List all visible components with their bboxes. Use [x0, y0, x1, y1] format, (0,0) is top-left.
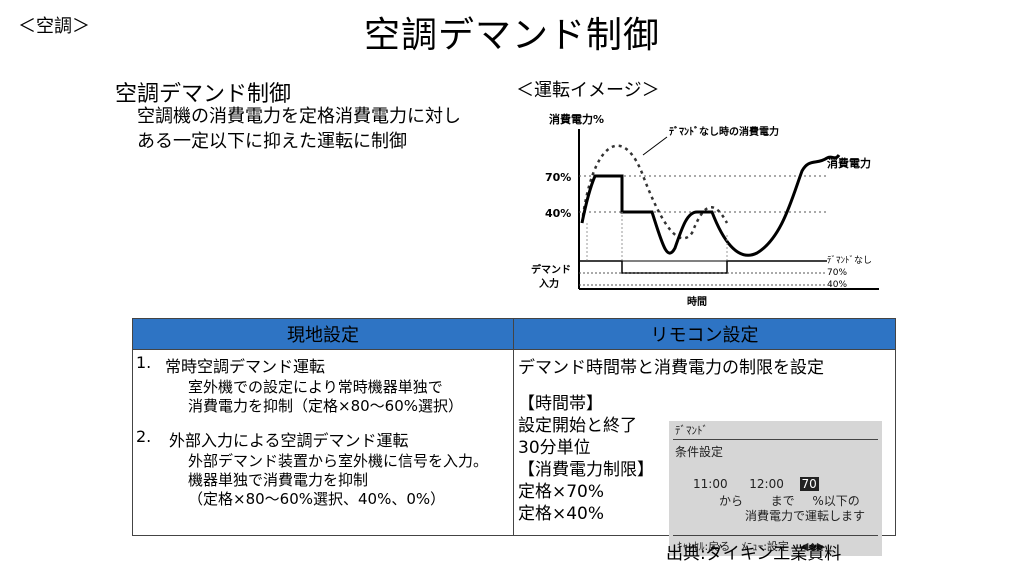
remote-limit-value: 70	[799, 477, 819, 491]
remote-line: 設定開始と終了	[518, 416, 637, 436]
remote-from-label: から	[719, 494, 744, 508]
remote-controller-screen: ﾃﾞﾏﾝﾄﾞ 条件設定 11:00 12:00 70 から まで %以下の	[669, 421, 882, 556]
settings-table: 現地設定 リモコン設定 1. 常時空調デマンド運転 室外機での設定により常時機器…	[132, 318, 896, 556]
graph-no-demand-curve	[580, 144, 729, 240]
section-description: 空調機の消費電力を定格消費電力に対し ある一定以下に抑えた運転に制御	[137, 104, 461, 154]
operation-image-label: ＜運転イメージ＞	[516, 80, 660, 101]
source-credit: 出典:ダイキン工業資料	[666, 544, 842, 564]
remote-heading: デマンド時間帯と消費電力の制限を設定	[518, 358, 824, 378]
item-text: 機器単独で消費電力を抑制	[188, 471, 369, 489]
col-header-site-setting: 現地設定	[132, 318, 514, 350]
remote-screen-footer: ｷｬﾝｾﾙ:戻る ﾒﾆｭｰ:設定 ◀◆▶	[677, 540, 826, 553]
site-setting-cell: 1. 常時空調デマンド運転 室外機での設定により常時機器単独で 消費電力を抑制（…	[132, 349, 514, 536]
item-text: 室外機での設定により常時機器単独で	[188, 378, 443, 396]
item-number: 1.	[136, 353, 152, 372]
graph-x-label: 時間	[687, 295, 707, 308]
item-text: （定格×80〜60%選択、40%、0%）	[188, 490, 446, 508]
graph-demand-signal	[579, 260, 827, 274]
graph-tick-40: 40%	[545, 207, 571, 220]
graph-y-label: 消費電力%	[549, 112, 604, 126]
graph-legend-70: 70%	[827, 268, 847, 278]
remote-setting-cell: デマンド時間帯と消費電力の制限を設定 【時間帯】 設定開始と終了 30分単位 【…	[513, 349, 896, 556]
remote-range-row: から まで %以下の	[719, 492, 860, 509]
remote-line: 定格×40%	[518, 504, 605, 524]
description-line: ある一定以下に抑えた運転に制御	[137, 131, 407, 152]
graph-tick-70: 70%	[545, 171, 571, 184]
graph-annotation: ﾃﾞﾏﾝﾄﾞなし時の消費電力	[669, 125, 779, 138]
item-number: 2.	[136, 427, 152, 446]
item-title: 常時空調デマンド運転	[165, 357, 326, 376]
remote-message: 消費電力で運転します	[745, 509, 866, 523]
remote-line: 30分単位	[518, 438, 591, 458]
remote-start-time: 11:00	[693, 477, 728, 491]
graph-series-label: 消費電力	[827, 156, 871, 170]
graph-annotation-pointer	[642, 136, 668, 156]
page-title: 空調デマンド制御	[363, 15, 660, 56]
remote-line: 【時間帯】	[518, 394, 603, 414]
remote-pct-label: %以下の	[812, 494, 860, 508]
remote-line: 定格×70%	[518, 482, 605, 502]
section-subtitle: 空調デマンド制御	[115, 82, 292, 107]
item-title: 外部入力による空調デマンド運転	[169, 431, 409, 450]
item-text: 外部デマンド装置から室外機に信号を入力。	[188, 452, 489, 470]
graph-demand-input-label: デマンド	[531, 263, 571, 276]
remote-until-label: まで	[770, 494, 795, 508]
graph-legend-none: ﾃﾞﾏﾝﾄﾞなし	[827, 255, 872, 266]
graph-demand-input-label: 入力	[539, 277, 559, 290]
remote-line: 【消費電力制限】	[518, 460, 654, 480]
graph-legend-40: 40%	[827, 280, 847, 290]
remote-screen-subheader: 条件設定	[675, 445, 724, 459]
remote-screen-header: ﾃﾞﾏﾝﾄﾞ	[675, 424, 708, 437]
col-header-remote-setting: リモコン設定	[513, 318, 896, 350]
item-text: 消費電力を抑制（定格×80〜60%選択）	[188, 397, 463, 415]
operation-graph: 消費電力% ﾃﾞﾏﾝﾄﾞなし時の消費電力 消費電力 70% 40% デマンド 入…	[527, 103, 885, 309]
description-line: 空調機の消費電力を定格消費電力に対し	[137, 106, 461, 127]
remote-time-row: 11:00 12:00 70	[693, 477, 819, 491]
remote-end-time: 12:00	[749, 477, 784, 491]
section-tag: ＜空調＞	[18, 16, 90, 37]
graph-power-curve	[580, 154, 841, 257]
